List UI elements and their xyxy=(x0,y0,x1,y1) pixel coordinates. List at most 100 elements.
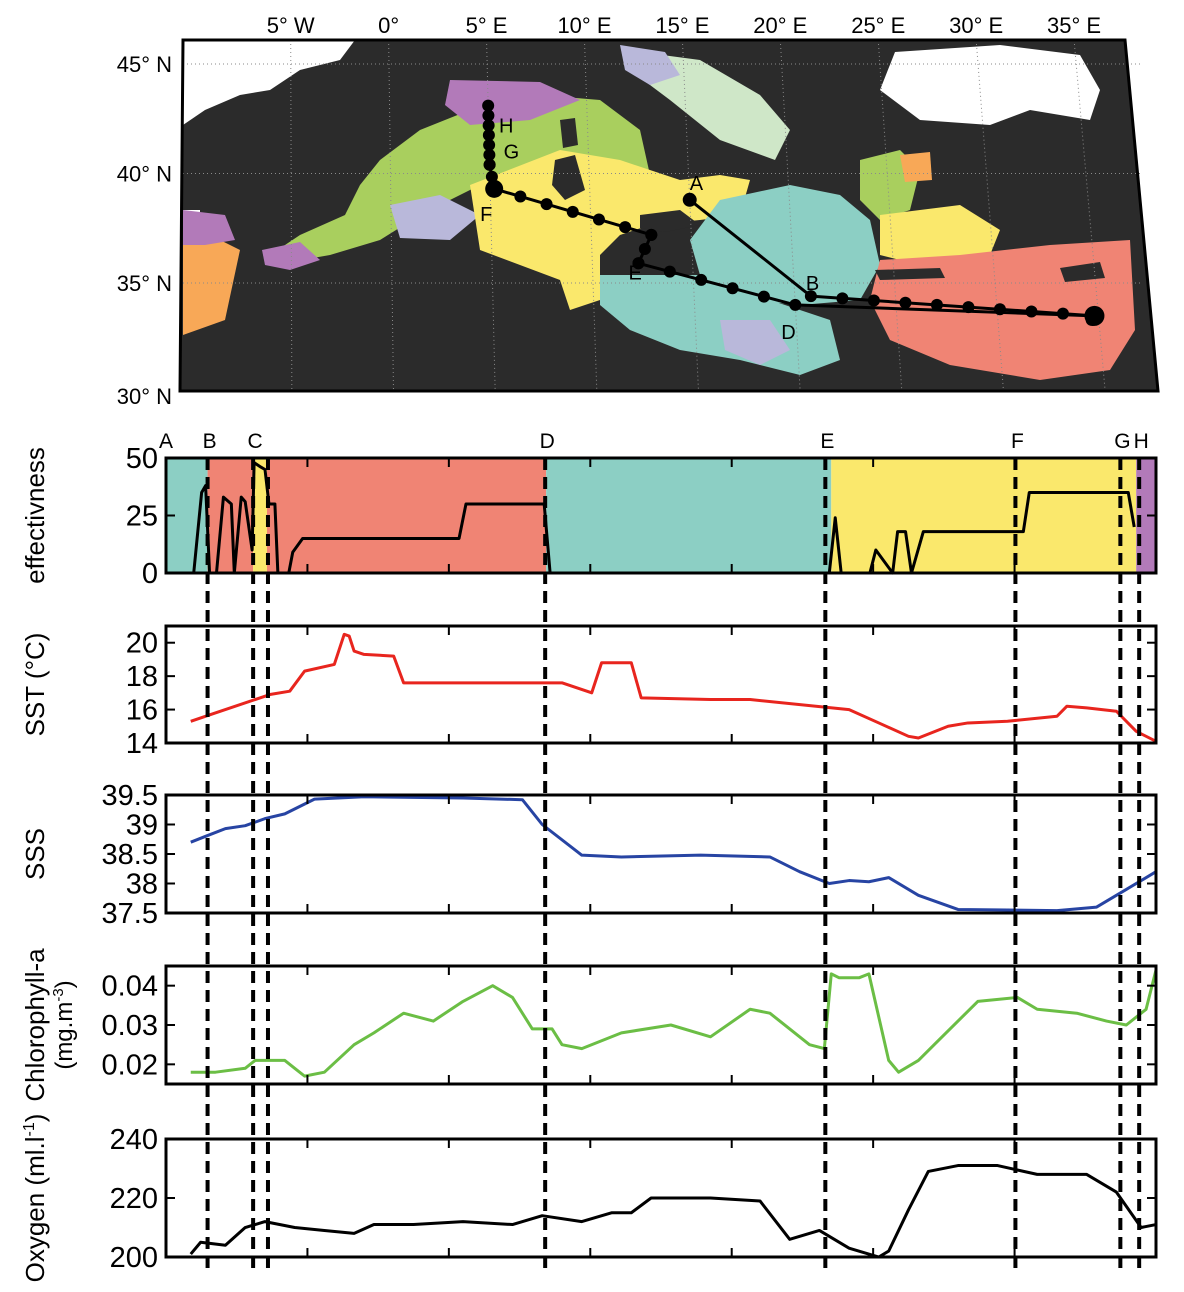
latitude-label: 40° N xyxy=(117,162,172,187)
track-station-dot xyxy=(695,273,708,286)
map-panel: A B C D E F GH 5° W 0° 5° E 10° E 15° E 20° E 25° E 3… xyxy=(117,13,1160,409)
panel-frame xyxy=(164,964,1158,1086)
track-station-dot xyxy=(1025,305,1038,318)
y-tick-label: 39.5 xyxy=(102,780,158,812)
longitude-labels: 5° W 0° 5° E 10° E 15° E 20° E 25° E 30° E 35° E xyxy=(267,13,1101,38)
segment-letter: H xyxy=(1134,430,1149,453)
latitude-labels: 45° N 40° N 35° N 30° N xyxy=(117,52,172,409)
track-station-dot xyxy=(485,170,498,183)
y-axis-label-end: ) xyxy=(20,1114,50,1123)
track-station-dot xyxy=(899,296,912,309)
meridian-line xyxy=(779,39,801,392)
y-tick-label: 0.04 xyxy=(102,971,158,1003)
track-station-dot xyxy=(682,192,697,207)
meridian-line xyxy=(975,39,1004,392)
meridian-line xyxy=(583,39,598,392)
y-axis-label-units-end: ) xyxy=(51,980,78,988)
track-station-dot xyxy=(726,282,739,295)
y-axis-label: SST (°C) xyxy=(20,633,50,737)
region-aegean-yellow xyxy=(880,205,1000,265)
segment-separator-lines xyxy=(205,458,1142,1270)
latitude-label: 45° N xyxy=(117,52,172,77)
map-atlantic-white xyxy=(183,40,355,125)
track-point-label: C xyxy=(1084,309,1098,331)
segment-letter: A xyxy=(159,430,173,453)
track-station-dot xyxy=(540,198,553,211)
track-end-dot xyxy=(1084,305,1105,326)
series-line xyxy=(189,1164,1157,1259)
track-station-dot xyxy=(1056,307,1069,320)
track-station-dot xyxy=(483,158,496,171)
region-west-med-green xyxy=(270,95,650,262)
meridian-line xyxy=(486,39,496,392)
longitude-label: 30° E xyxy=(949,13,1003,38)
track-station-dot xyxy=(485,179,504,198)
meridian-line xyxy=(290,39,293,392)
longitude-label: 10° E xyxy=(557,13,611,38)
region-alboran-purple xyxy=(262,242,320,270)
y-tick-label: 240 xyxy=(110,1124,158,1156)
background-segment xyxy=(253,458,267,573)
track-line xyxy=(810,294,1095,318)
map-black-sea-white xyxy=(880,45,1100,125)
region-libyan-purple xyxy=(720,320,790,365)
track-station-dot xyxy=(482,99,495,112)
region-adriatic-lavender xyxy=(620,45,680,85)
map-frame xyxy=(178,38,1160,393)
track-station-dot xyxy=(592,213,605,226)
map-gridlines xyxy=(183,39,1140,392)
panel-frame xyxy=(164,624,1158,745)
track-point-label: E xyxy=(628,262,641,284)
track-station-dot xyxy=(514,190,527,203)
y-tick-label: 50 xyxy=(126,443,158,475)
y-axis-label: Oxygen (ml.l-1) xyxy=(20,1114,50,1283)
island-corsica xyxy=(560,118,578,148)
track-point-label: H xyxy=(499,116,513,138)
region-lavender-west xyxy=(390,195,480,240)
series-line xyxy=(190,969,1158,1078)
island-sicily xyxy=(640,210,700,232)
segment-letter: D xyxy=(540,430,555,453)
track-station-dot xyxy=(619,221,632,234)
y-tick-label: 18 xyxy=(126,661,158,693)
island-crete xyxy=(875,268,945,280)
panel-frame xyxy=(164,793,1158,915)
meridian-line xyxy=(1073,39,1106,392)
longitude-label: 5° W xyxy=(267,13,315,38)
y-tick-label: 200 xyxy=(110,1242,158,1274)
track-station-dot xyxy=(483,139,496,152)
y-tick-label: 0.02 xyxy=(102,1049,158,1081)
y-tick-label: 38 xyxy=(126,869,158,901)
longitude-label: 15° E xyxy=(655,13,709,38)
y-axis-label: SSS xyxy=(20,828,50,880)
segment-letter: B xyxy=(203,430,217,453)
y-tick-label: 20 xyxy=(126,628,158,660)
track-point-label: B xyxy=(806,273,819,295)
track-station-dot xyxy=(930,298,943,311)
track-station-dot xyxy=(804,290,817,303)
meridian-line xyxy=(388,39,394,392)
y-axis-label: effectivness xyxy=(20,447,50,584)
track-station-dot xyxy=(757,290,770,303)
background-segment xyxy=(546,458,832,573)
y-axis-label-sup: -1 xyxy=(21,1122,38,1136)
track-station-dot xyxy=(663,265,676,278)
y-tick-label: 16 xyxy=(126,695,158,727)
y-tick-label: 14 xyxy=(126,728,158,760)
track-point-label: G xyxy=(504,142,520,164)
background-segment xyxy=(266,458,547,573)
track-station-dot xyxy=(483,148,496,161)
region-atlantic-purple xyxy=(183,210,235,245)
track-point-label: A xyxy=(690,173,704,195)
track-point-label: F xyxy=(480,204,492,226)
track-line xyxy=(795,303,1095,318)
series-line xyxy=(190,795,1157,913)
y-tick-label: 37.5 xyxy=(102,898,158,930)
region-lions-purple xyxy=(445,80,580,125)
island-cyprus xyxy=(1060,262,1105,282)
latitude-label: 30° N xyxy=(117,384,172,409)
